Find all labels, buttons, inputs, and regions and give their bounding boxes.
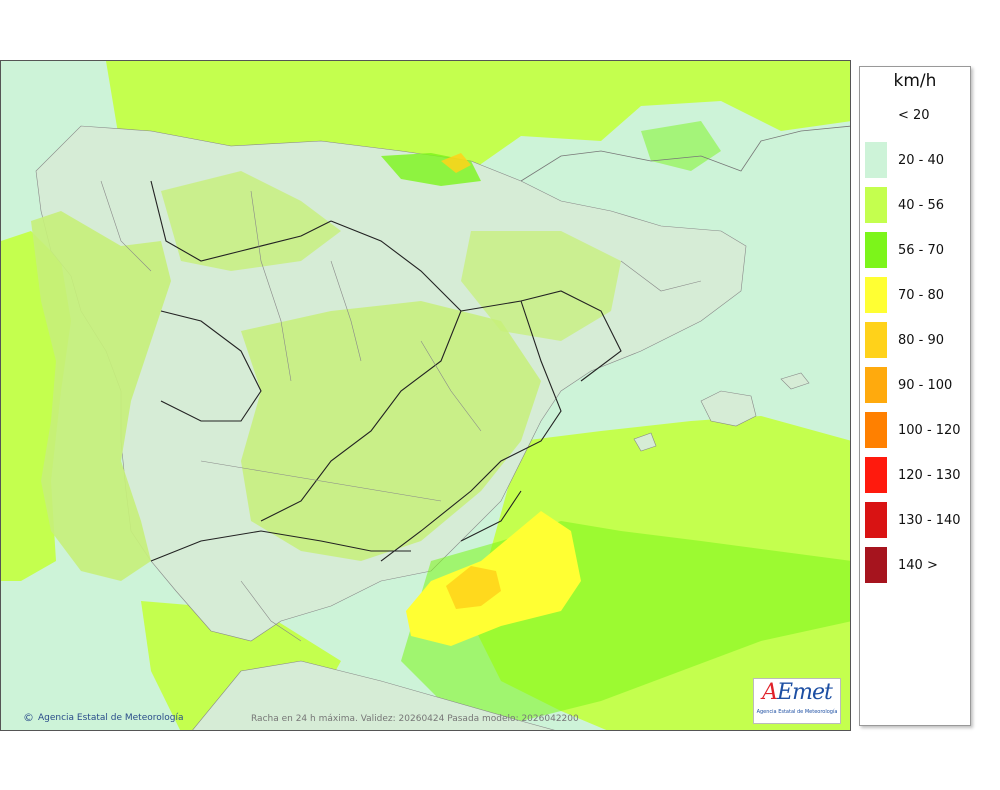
legend-unit: km/h <box>893 71 937 91</box>
legend: km/h < 20 20 - 40 40 - 56 56 - 70 70 - 80 80 … <box>859 66 971 726</box>
legend-swatch <box>865 142 887 178</box>
aemet-logo-mark: AEmet <box>762 680 833 705</box>
map-caption: Racha en 24 h máxima. Validez: 20260424 … <box>251 714 579 724</box>
regional-borders <box>150 180 622 562</box>
legend-swatch <box>865 367 887 403</box>
legend-label: 130 - 140 <box>898 512 961 528</box>
aemet-logo: AEmet Agencia Estatal de Meteorología <box>753 678 841 724</box>
legend-label: 20 - 40 <box>898 152 945 168</box>
legend-swatch <box>865 547 887 583</box>
legend-swatch <box>865 412 887 448</box>
legend-item: 70 - 80 <box>865 275 944 315</box>
legend-label: 100 - 120 <box>898 422 961 438</box>
map-canvas <box>1 61 850 730</box>
legend-swatch <box>865 277 887 313</box>
legend-label: 70 - 80 <box>898 287 945 303</box>
legend-item: 120 - 130 <box>865 455 961 495</box>
legend-swatch <box>865 322 887 358</box>
legend-item: 40 - 56 <box>865 185 944 225</box>
legend-item: 140 > <box>865 545 938 585</box>
legend-label: 80 - 90 <box>898 332 945 348</box>
legend-swatch <box>865 187 887 223</box>
aemet-logo-subtitle: Agencia Estatal de Meteorología <box>756 709 838 715</box>
mallorca <box>700 390 757 427</box>
ibiza <box>633 432 657 452</box>
legend-label: 90 - 100 <box>898 377 953 393</box>
legend-swatch <box>865 97 887 133</box>
legend-label: 140 > <box>898 557 938 573</box>
band-80-90 <box>446 566 501 609</box>
legend-label: 120 - 130 <box>898 467 961 483</box>
legend-item: 20 - 40 <box>865 140 944 180</box>
legend-item: 100 - 120 <box>865 410 961 450</box>
north-africa <box>192 660 555 730</box>
legend-swatch <box>865 502 887 538</box>
legend-item: 130 - 140 <box>865 500 961 540</box>
credit-text: Agencia Estatal de Meteorología <box>38 712 184 723</box>
wind-gust-map: © Agencia Estatal de Meteorología Racha … <box>0 60 851 731</box>
legend-item: 56 - 70 <box>865 230 944 270</box>
legend-swatch <box>865 457 887 493</box>
ebro-40-56 <box>461 231 621 341</box>
provincial-borders <box>100 180 702 642</box>
legend-item: 80 - 90 <box>865 320 944 360</box>
menorca <box>780 372 810 390</box>
portugal-40-56 <box>31 211 171 581</box>
band-80-90-north <box>441 153 471 173</box>
legend-swatch <box>865 232 887 268</box>
legend-item: 90 - 100 <box>865 365 952 405</box>
north-40-56 <box>161 171 341 271</box>
legend-label: 40 - 56 <box>898 197 945 213</box>
band-56-70-gulf <box>641 121 721 171</box>
central-40-56 <box>241 301 541 561</box>
france-coast <box>520 125 850 182</box>
legend-label: < 20 <box>898 107 930 123</box>
legend-item: < 20 <box>865 95 930 135</box>
copyright-icon: © <box>23 711 34 724</box>
legend-label: 56 - 70 <box>898 242 945 258</box>
credit: © Agencia Estatal de Meteorología <box>23 711 184 724</box>
